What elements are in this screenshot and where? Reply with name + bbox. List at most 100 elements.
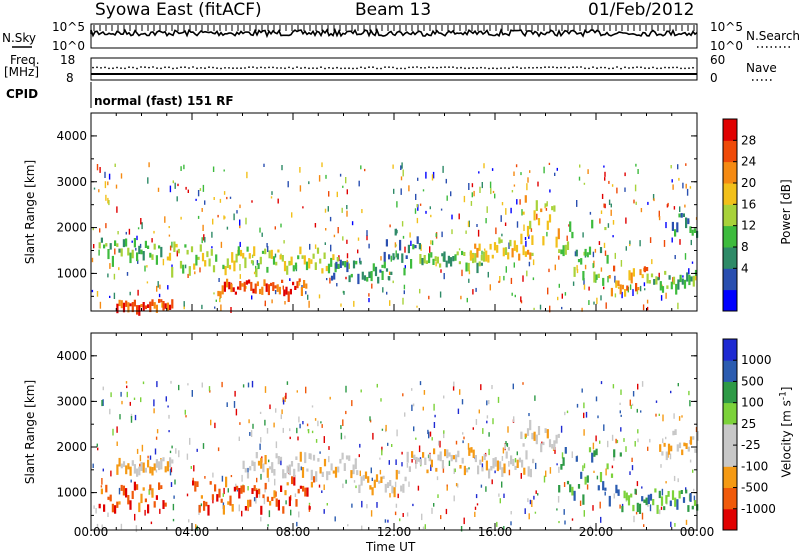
velocity-echo-cell	[523, 467, 526, 475]
power-echo-cell	[469, 250, 472, 261]
power-speckle	[523, 224, 525, 231]
power-echo-cell	[197, 256, 200, 260]
velocity-speckle	[677, 383, 679, 387]
power-speckle	[105, 194, 107, 201]
power-speckle	[510, 207, 512, 214]
power-echo-cell	[116, 243, 119, 247]
nave-point	[244, 67, 246, 69]
x-axis-label: Time UT	[366, 540, 416, 554]
nave-point	[536, 66, 538, 69]
velocity-speckle	[641, 512, 644, 520]
power-echo-cell	[692, 275, 695, 287]
power-echo-cell	[265, 283, 268, 292]
power-speckle	[472, 289, 474, 295]
velocity-speckle	[603, 424, 605, 431]
power-speckle	[162, 258, 165, 266]
nave-point	[176, 67, 178, 69]
power-echo-cell	[441, 253, 444, 257]
velocity-echo-cell	[280, 485, 283, 492]
power-speckle	[415, 193, 417, 200]
power-ytick-label: 4000	[56, 129, 87, 143]
velocity-speckle	[394, 511, 397, 516]
power-echo-cell	[666, 285, 669, 289]
power-speckle	[157, 281, 159, 288]
velocity-echo-cell	[264, 455, 267, 465]
velocity-speckle	[524, 508, 526, 514]
nave-point	[496, 67, 498, 70]
velocity-echo-cell	[573, 490, 576, 501]
velocity-speckle	[136, 448, 139, 454]
velocity-speckle	[673, 475, 676, 482]
nave-point	[204, 67, 206, 70]
power-speckle	[445, 178, 447, 184]
nave-point	[528, 66, 530, 69]
velocity-echo-cell	[529, 419, 532, 431]
power-echo-cell	[226, 258, 229, 268]
velocity-echo-cell	[439, 451, 442, 462]
power-echo-cell	[222, 264, 225, 270]
nave-point	[520, 67, 522, 70]
power-echo-cell	[485, 250, 488, 262]
velocity-speckle	[545, 470, 547, 477]
velocity-speckle	[344, 435, 346, 439]
nave-point	[576, 66, 578, 68]
power-speckle	[595, 277, 597, 283]
velocity-echo-cell	[125, 488, 128, 498]
velocity-echo-cell	[544, 428, 547, 433]
velocity-speckle	[102, 386, 104, 391]
velocity-echo-cell	[220, 498, 223, 503]
power-speckle	[135, 247, 137, 251]
velocity-speckle	[506, 443, 509, 447]
velocity-speckle	[401, 462, 403, 467]
velocity-speckle	[372, 432, 374, 440]
velocity-echo-cell	[555, 434, 558, 444]
nave-point	[232, 67, 234, 70]
power-speckle	[511, 190, 514, 193]
power-echo-cell	[234, 291, 237, 295]
power-speckle	[245, 217, 247, 225]
velocity-speckle	[296, 427, 298, 434]
velocity-echo-cell	[413, 454, 416, 460]
velocity-ytick-label: 4000	[56, 349, 87, 363]
velocity-echo-cell	[345, 455, 349, 460]
nave-point	[116, 66, 118, 69]
power-echo-cell	[285, 286, 288, 295]
power-speckle	[556, 167, 558, 171]
power-echo-cell	[184, 244, 187, 248]
nave-point	[632, 66, 634, 69]
velocity-speckle	[133, 397, 136, 400]
power-speckle	[600, 210, 603, 214]
power-echo-cell	[118, 299, 121, 307]
velocity-speckle	[186, 453, 189, 460]
power-echo-cell	[575, 249, 578, 257]
velocity-speckle	[273, 422, 275, 428]
power-echo-cell	[257, 263, 260, 270]
velocity-echo-cell	[262, 494, 265, 499]
velocity-speckle	[102, 399, 104, 406]
power-echo-cell	[297, 255, 300, 260]
power-speckle	[478, 171, 480, 174]
velocity-colorbar-tick-label: -1000	[741, 502, 776, 516]
velocity-speckle	[359, 443, 361, 448]
power-speckle	[530, 228, 533, 232]
velocity-speckle	[328, 446, 330, 450]
power-speckle	[642, 304, 645, 311]
velocity-echo-cell	[306, 487, 309, 497]
velocity-speckle	[323, 436, 325, 443]
velocity-speckle	[196, 525, 198, 531]
velocity-echo-cell	[304, 487, 307, 497]
power-echo-cell	[199, 244, 202, 252]
velocity-speckle	[457, 483, 459, 488]
nave-point	[144, 66, 146, 69]
power-echo-cell	[693, 228, 696, 233]
power-speckle	[360, 165, 362, 170]
velocity-echo-cell	[138, 502, 141, 513]
velocity-speckle	[411, 388, 413, 391]
power-speckle	[604, 171, 606, 177]
nave-point	[240, 67, 242, 70]
velocity-speckle	[299, 423, 301, 429]
power-speckle	[549, 189, 551, 193]
x-tick-label: 16:00	[478, 525, 513, 539]
power-speckle	[450, 191, 452, 197]
power-speckle	[539, 304, 542, 310]
